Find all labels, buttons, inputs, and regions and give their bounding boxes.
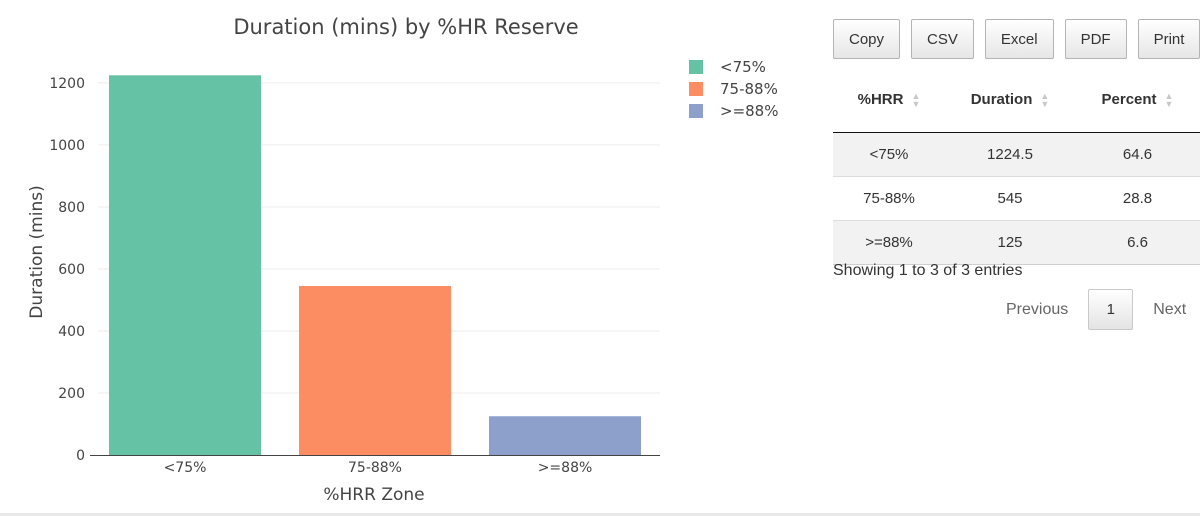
column-header-percent[interactable]: Percent ▲ ▼ [1075,68,1200,133]
next-page-button[interactable]: Next [1153,300,1187,318]
y-tick-label: 0 [76,448,85,464]
column-header-duration[interactable]: Duration ▲ ▼ [945,68,1075,133]
bottom-divider [0,513,1200,516]
legend-swatch [689,60,703,74]
table-cell: 1224.5 [945,131,1075,176]
chart-title: Duration (mins) by %HR Reserve [233,15,578,39]
table-cell: 28.8 [1075,175,1200,220]
x-tick-label: <75% [164,460,207,476]
table-cell: 125 [945,219,1075,265]
copy-button[interactable]: Copy [833,19,901,59]
legend-label: <75% [720,58,766,76]
bar [299,286,451,455]
table-cell: >=88% [833,219,945,265]
column-header-hrr[interactable]: %HRR ▲ ▼ [833,68,945,133]
print-button[interactable]: Print [1137,19,1200,59]
bars [109,75,641,456]
bar [109,75,261,456]
table-cell: 64.6 [1075,131,1200,176]
table-info: Showing 1 to 3 of 3 entries [833,262,1023,279]
bar [489,416,641,455]
y-axis-label: Duration (mins) [27,185,47,318]
table-cell: <75% [833,131,945,176]
x-tick-label: >=88% [538,460,593,476]
pagination: Previous 1 Next [993,289,1199,330]
y-tick-label: 200 [58,386,85,402]
csv-button[interactable]: CSV [911,19,974,59]
table-row: 75-88% 545 28.8 [833,175,1200,220]
column-header-label: Percent [1101,91,1157,109]
y-axis-ticks: 0 200 400 600 800 1000 1200 [49,76,85,464]
column-header-label: Duration [970,91,1033,109]
excel-button[interactable]: Excel [984,19,1054,59]
legend-swatch [689,104,703,118]
table-cell: 6.6 [1075,219,1200,265]
table-cell: 545 [945,175,1075,220]
y-tick-label: 1000 [49,138,85,154]
data-table: %HRR ▲ ▼ Duration ▲ ▼ Percent ▲ ▼ <75% 1224.5 … [833,68,1200,265]
table-cell: 75-88% [833,175,945,220]
y-tick-label: 800 [58,200,85,216]
legend: <75% 75-88% >=88% [689,58,778,120]
page-1-button[interactable]: 1 [1088,289,1134,330]
pdf-button[interactable]: PDF [1064,19,1127,59]
legend-label: >=88% [720,102,778,120]
y-tick-label: 600 [58,262,85,278]
bar-chart: 0 200 400 600 800 1000 1200 <75% 75-88% >=88% Du… [27,15,778,505]
x-tick-label: 75-88% [348,460,402,476]
y-tick-label: 1200 [49,76,85,92]
x-axis-ticks: <75% 75-88% >=88% [164,460,593,476]
export-buttons: Copy CSV Excel PDF Print [833,19,1200,59]
sort-icon: ▲ ▼ [911,91,921,110]
sort-icon: ▲ ▼ [1040,91,1050,110]
x-axis-label: %HRR Zone [323,485,424,505]
table-row: >=88% 125 6.6 [833,219,1200,265]
legend-label: 75-88% [720,80,778,98]
sort-icon: ▲ ▼ [1164,91,1174,110]
data-table-panel: Copy CSV Excel PDF Print %HRR ▲ ▼ Duration… [833,19,1200,516]
table-row: <75% 1224.5 64.6 [833,131,1200,176]
previous-page-button[interactable]: Previous [1006,300,1069,318]
y-tick-label: 400 [58,324,85,340]
column-header-label: %HRR [857,91,904,109]
legend-swatch [689,82,703,96]
